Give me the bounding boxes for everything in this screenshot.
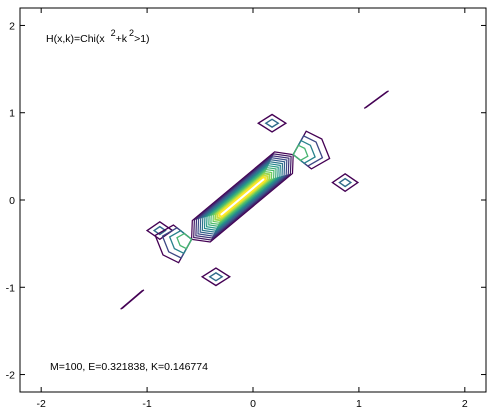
x-tick-label: 0 xyxy=(250,398,256,410)
central-ridge-contour xyxy=(210,168,275,225)
y-tick-label: 0 xyxy=(9,195,15,207)
streak-lower-left-contour xyxy=(120,289,145,310)
upper-wing-contour xyxy=(292,144,309,162)
diamond-lower-contour xyxy=(200,267,232,287)
central-ridge-contour xyxy=(197,157,288,237)
lower-wing-contour xyxy=(176,232,193,250)
streak-upper-right-contour xyxy=(363,90,389,109)
y-tick-label: -1 xyxy=(6,282,15,294)
central-ridge-contour xyxy=(212,170,273,223)
y-tick-label: 1 xyxy=(9,108,15,120)
diamond-left-contour xyxy=(145,220,174,241)
formula-mid: +k xyxy=(116,33,128,45)
central-ridge-contour xyxy=(208,167,277,227)
central-ridge-contour xyxy=(214,172,271,222)
y-tick-label: 2 xyxy=(9,20,15,32)
stats-annotation: M=100, E=0.321838, K=0.146774 xyxy=(50,361,208,373)
central-ridge-contour xyxy=(218,176,267,218)
contour-lines xyxy=(120,90,389,310)
central-ridge-contour xyxy=(205,165,279,229)
x-tick-labels: -2 -1 0 1 2 xyxy=(37,398,468,410)
x-tick-label: 2 xyxy=(462,398,468,410)
x-tick-label: -1 xyxy=(142,398,151,410)
central-ridge-contour xyxy=(216,174,269,220)
upper-wing-contour xyxy=(292,130,331,170)
diamond-lower-contour xyxy=(208,272,224,282)
formula-exponent-2: 2 xyxy=(129,28,134,38)
central-ridge-contour xyxy=(201,161,284,233)
axis-ticks xyxy=(20,8,486,392)
central-ridge-contour xyxy=(193,153,292,241)
formula-annotation: H(x,k)=Chi(x 2+k 2>1) xyxy=(46,28,150,45)
lower-wing-contour xyxy=(168,229,193,255)
formula-end: >1) xyxy=(134,33,149,45)
x-tick-label: 1 xyxy=(356,398,362,410)
central-ridge-contour xyxy=(199,159,286,235)
diamond-upper-mid-contour xyxy=(264,118,280,128)
diamond-right-contour xyxy=(338,177,353,188)
lower-wing-contour xyxy=(161,227,193,259)
upper-wing-contour xyxy=(292,135,324,167)
formula-exponent-1: 2 xyxy=(111,28,116,38)
central-ridge-contour xyxy=(203,163,281,231)
diamond-right-contour xyxy=(331,172,360,193)
y-tick-labels: -2 -1 0 1 2 xyxy=(6,20,16,381)
y-tick-label: -2 xyxy=(6,370,15,382)
formula-base: H(x,k)=Chi(x xyxy=(46,33,105,45)
diamond-upper-mid-contour xyxy=(256,113,288,133)
x-tick-label: -2 xyxy=(37,398,46,410)
central-ridge-contour xyxy=(195,155,290,239)
upper-wing-contour xyxy=(292,139,316,164)
